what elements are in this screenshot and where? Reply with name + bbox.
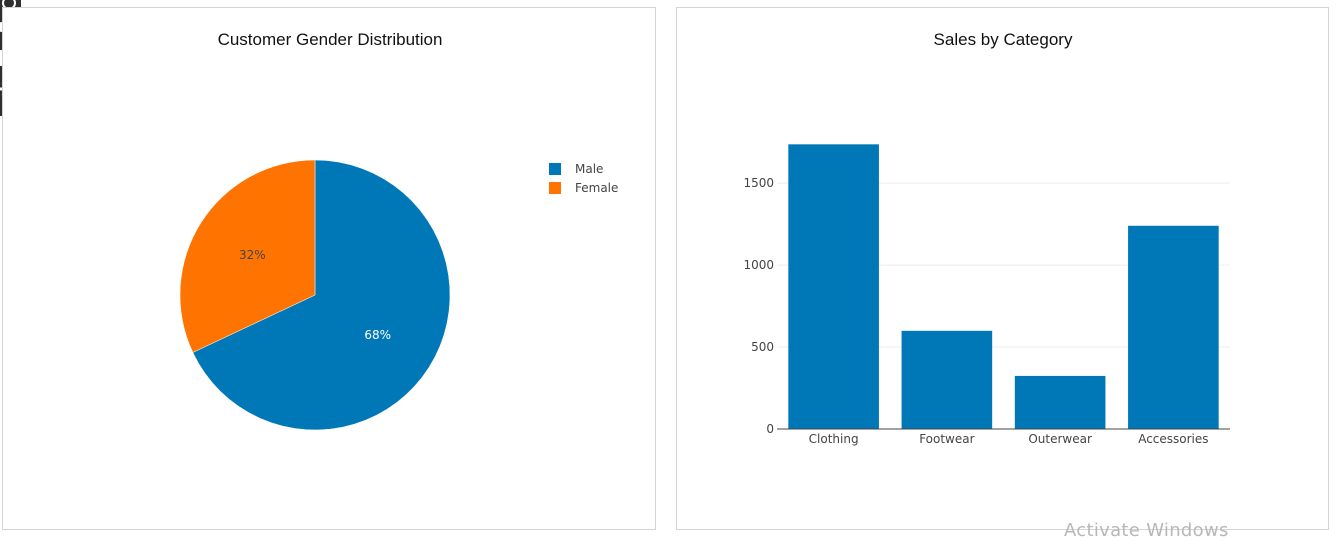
bar-axes: 0 500 1000 1500 Clothing Footwear Outerwear Acc… [743, 176, 1230, 446]
legend-swatch-female[interactable] [549, 182, 561, 194]
y-tick-label: 1500 [743, 176, 774, 190]
legend-swatch-male[interactable] [549, 163, 561, 175]
x-tick-label-outerwear: Outerwear [1028, 432, 1092, 446]
bar-accessories[interactable] [1128, 225, 1219, 429]
x-tick-label-footwear: Footwear [919, 432, 974, 446]
bar-clothing[interactable] [788, 144, 879, 429]
sales-chart-panel: Sales by Category 0 500 1000 1500 Clothing Fo… [676, 7, 1329, 530]
bar-chart-title: Sales by Category [934, 30, 1073, 49]
bar-outerwear[interactable] [1014, 375, 1106, 429]
legend-label-female[interactable]: Female [575, 181, 618, 195]
y-tick-label: 500 [751, 340, 774, 354]
sales-bar-chart: Sales by Category 0 500 1000 1500 Clothing Fo… [743, 30, 1230, 446]
y-tick-label: 0 [766, 422, 774, 436]
pie-slice-female[interactable] [179, 159, 316, 353]
bar-series [788, 144, 1219, 429]
pie-slice-label-male: 68% [364, 328, 391, 342]
pie-slice-male[interactable] [192, 159, 451, 431]
x-tick-label-accessories: Accessories [1138, 432, 1208, 446]
x-tick-label-clothing: Clothing [809, 432, 859, 446]
windows-activation-watermark: Activate Windows [1064, 520, 1229, 541]
bar-footwear[interactable] [901, 330, 993, 429]
gender-pie-chart: Customer Gender Distribution 68% 32% Male… [179, 30, 618, 431]
pie-slices: 68% 32% [179, 159, 451, 431]
y-tick-label: 1000 [743, 258, 774, 272]
gender-chart-panel: Customer Gender Distribution 68% 32% Male… [2, 7, 656, 530]
pie-chart-title: Customer Gender Distribution [218, 30, 443, 49]
pie-slice-label-female: 32% [239, 248, 266, 262]
pie-legend: Male Female [549, 162, 618, 195]
legend-label-male[interactable]: Male [575, 162, 603, 176]
